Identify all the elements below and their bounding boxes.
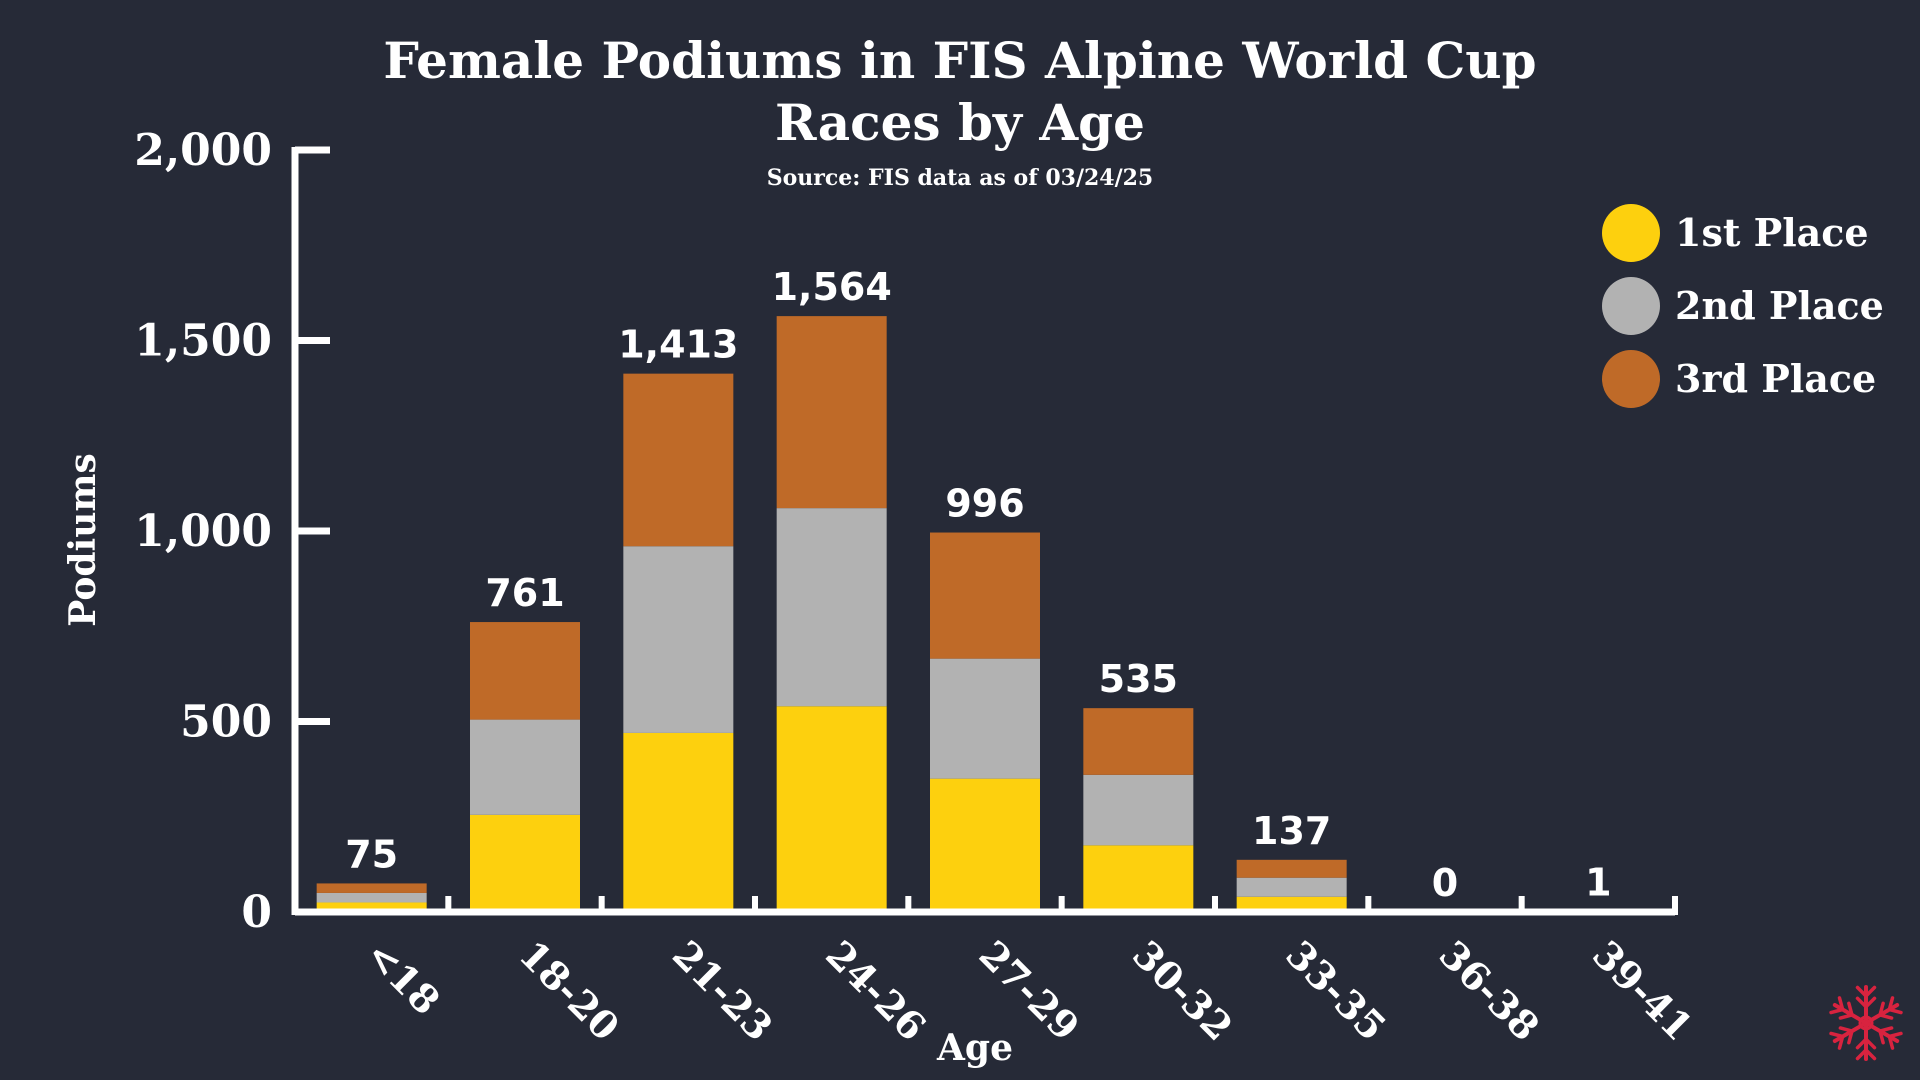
snowflake-branch-1-2-2 bbox=[1864, 985, 1877, 998]
snowflake-branch-1-2-1 bbox=[1855, 985, 1868, 998]
snowflake-branch-5-1-1 bbox=[1847, 1029, 1854, 1045]
bar-segment-3-2 bbox=[470, 622, 580, 720]
legend-swatch-1 bbox=[1602, 204, 1660, 262]
bar-segment-3-5 bbox=[930, 532, 1040, 659]
total-label-6: 535 bbox=[1099, 657, 1178, 701]
legend-label-3: 3rd Place bbox=[1675, 356, 1876, 401]
x-tick-label-1: <18 bbox=[357, 932, 449, 1024]
bar-segment-1-2 bbox=[470, 814, 580, 912]
y-tick-label-1: 0 bbox=[241, 887, 272, 938]
snowflake-branch-5-2-1 bbox=[1837, 1034, 1845, 1050]
snowflake-branch-3-2-1 bbox=[1887, 1031, 1903, 1039]
bar-segment-2-1 bbox=[316, 892, 427, 903]
snowflake-hub bbox=[1858, 1015, 1874, 1031]
snowflake-branch-6-2-1 bbox=[1829, 1007, 1845, 1015]
snowflake-icon bbox=[1829, 985, 1903, 1061]
snowflake-branch-2-2-2 bbox=[1887, 1007, 1903, 1015]
snowflake-branch-3-2-2 bbox=[1887, 1034, 1895, 1050]
total-label-3: 1,413 bbox=[618, 323, 738, 367]
x-tick-label-2: 18-20 bbox=[511, 932, 629, 1050]
plot-area: 75 761 1,413 1,564 996 535 137 0 1 bbox=[316, 265, 1654, 914]
y-tick-label-5: 2,000 bbox=[134, 125, 272, 176]
bar-segment-1-1 bbox=[316, 902, 427, 912]
total-label-8: 0 bbox=[1432, 861, 1458, 905]
chart-subtitle: Source: FIS data as of 03/24/25 bbox=[767, 165, 1154, 191]
x-tick-label-3: 21-23 bbox=[664, 932, 782, 1050]
bar-segment-2-5 bbox=[930, 658, 1040, 779]
legend: 1st Place 2nd Place 3rd Place bbox=[1602, 204, 1884, 408]
total-label-1: 75 bbox=[345, 832, 398, 876]
snowflake-branch-4-1-1 bbox=[1864, 1037, 1877, 1050]
total-label-2: 761 bbox=[485, 571, 564, 615]
bar-segment-2-3 bbox=[623, 546, 734, 733]
snowflake-branch-5-1-2 bbox=[1838, 1026, 1854, 1033]
bar-segment-2-4 bbox=[776, 508, 887, 707]
y-tick-label-2: 500 bbox=[180, 697, 272, 748]
total-label-7: 137 bbox=[1252, 809, 1331, 853]
x-axis-title: Age bbox=[936, 1027, 1013, 1069]
bar-segment-3-1 bbox=[316, 883, 427, 893]
bar-segment-2-6 bbox=[1083, 774, 1194, 846]
total-label-9: 1 bbox=[1585, 861, 1611, 905]
snowflake-branch-2-2-1 bbox=[1887, 996, 1895, 1012]
bar-segment-3-6 bbox=[1083, 708, 1194, 775]
snowflake-branch-4-2-1 bbox=[1864, 1048, 1877, 1061]
bar-segment-3-7 bbox=[1236, 859, 1347, 878]
chart-title-line2: Races by Age bbox=[775, 93, 1145, 152]
snowflake-branch-2-1-2 bbox=[1878, 1013, 1894, 1020]
legend-label-1: 1st Place bbox=[1675, 210, 1869, 255]
y-tick-label-3: 1,000 bbox=[134, 506, 272, 557]
bar-segment-3-3 bbox=[623, 373, 734, 547]
x-tick-label-4: 24-26 bbox=[817, 932, 935, 1050]
snowflake-branch-2-1-1 bbox=[1878, 1001, 1885, 1017]
bar-segment-1-5 bbox=[930, 778, 1040, 912]
snowflake-branch-4-2-2 bbox=[1855, 1048, 1868, 1061]
snowflake-branch-6-2-2 bbox=[1837, 996, 1845, 1012]
snowflake-branch-3-1-1 bbox=[1878, 1026, 1894, 1033]
snowflake-branch-3-1-2 bbox=[1878, 1029, 1885, 1045]
bar-segment-3-4 bbox=[776, 316, 887, 509]
legend-swatch-2 bbox=[1602, 277, 1660, 335]
x-tick-label-6: 30-32 bbox=[1124, 932, 1242, 1050]
snowflake-branch-1-1-2 bbox=[1864, 996, 1877, 1009]
bar-segment-2-2 bbox=[470, 719, 580, 815]
y-axis-title: Podiums bbox=[62, 453, 104, 627]
x-tick-label-9: 39-41 bbox=[1584, 932, 1702, 1050]
total-label-5: 996 bbox=[945, 482, 1024, 526]
total-label-4: 1,564 bbox=[772, 265, 892, 309]
axes: <18 18-20 21-23 24-26 27-29 30-32 33-35 36-38 39… bbox=[134, 125, 1702, 1049]
snowflake-branch-4-1-2 bbox=[1855, 1037, 1868, 1050]
snowflake-branch-6-1-2 bbox=[1847, 1001, 1854, 1017]
bar-segment-1-7 bbox=[1236, 896, 1347, 912]
legend-label-2: 2nd Place bbox=[1675, 283, 1884, 328]
x-tick-label-8: 36-38 bbox=[1431, 932, 1549, 1050]
x-tick-label-7: 33-35 bbox=[1277, 932, 1395, 1050]
bar-segment-2-7 bbox=[1236, 877, 1347, 897]
chart-title-line1: Female Podiums in FIS Alpine World Cup bbox=[383, 31, 1536, 90]
snowflake-branch-1-1-1 bbox=[1855, 996, 1868, 1009]
bar-segment-1-3 bbox=[623, 732, 734, 912]
legend-swatch-3 bbox=[1602, 350, 1660, 408]
snowflake-branch-6-1-1 bbox=[1838, 1013, 1854, 1020]
snowflake-branch-5-2-2 bbox=[1829, 1031, 1845, 1039]
y-tick-label-4: 1,500 bbox=[134, 316, 272, 367]
bar-segment-1-4 bbox=[776, 706, 887, 912]
bar-segment-1-6 bbox=[1083, 845, 1194, 912]
